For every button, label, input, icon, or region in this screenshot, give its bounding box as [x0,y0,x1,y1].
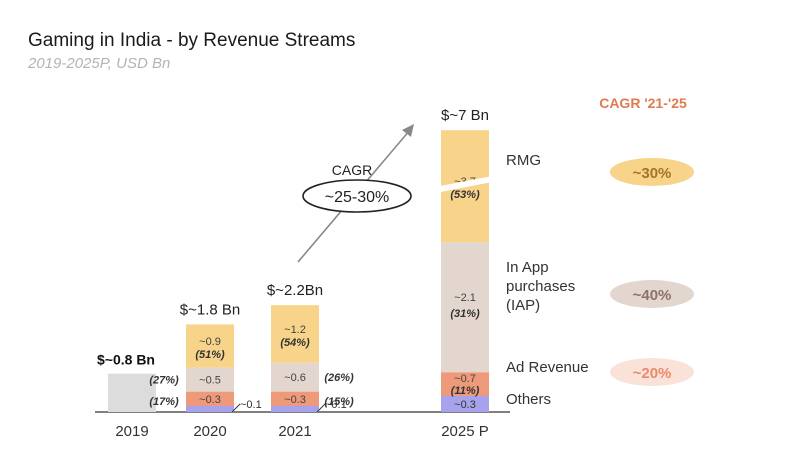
cagr-pill-value: ~40% [633,287,672,304]
bar-segment-ad-2020 [186,391,234,406]
axis-break-mark [439,176,491,193]
bar-segment-others-2025P [441,396,489,412]
bar-segment-ad-2025P [441,372,489,396]
bar-2019-total [108,373,156,412]
bar-segment-in-2025P [441,242,489,373]
data-label-iap: ~2.1 [454,292,476,304]
cagr-pill [610,280,694,308]
cagr-header: CAGR '21-'25 [599,95,687,111]
legend-label: In App [506,259,549,276]
legend-label: RMG [506,152,541,169]
bar-segment-rmg-2021 [271,305,319,363]
bar-segment-in-2020 [186,367,234,392]
share-label-rmg: (53%) [450,189,480,201]
cagr-pill [610,358,694,386]
cagr-pill-value: ~20% [633,365,672,382]
share-label-ad: (17%) [149,396,179,408]
cagr-pill-value: ~30% [633,165,672,182]
data-label-others: ~0.3 [454,399,476,411]
share-label-ad: (15%) [324,396,354,408]
share-label-iap: (26%) [324,372,354,384]
others-callout-line [316,403,326,413]
x-tick-label: 2019 [115,423,148,440]
total-label-2019: $~0.8 Bn [97,352,155,368]
x-tick-label: 2025 P [441,423,489,440]
bar-segment-others-2020 [186,406,234,412]
data-label-ad: ~0.7 [454,373,476,385]
total-label-2020: $~1.8 Bn [180,301,240,318]
total-label-2025P: $~7 Bn [441,107,489,124]
x-tick-label: 2020 [193,423,226,440]
data-label-iap: ~0.6 [284,372,306,384]
chart-title: Gaming in India - by Revenue Streams [28,30,356,51]
data-label-ad: ~0.3 [199,394,221,406]
share-label-ad: (11%) [451,385,480,397]
legend-label: purchases [506,278,575,295]
legend-label: Ad Revenue [506,359,589,376]
x-tick-label: 2021 [278,423,311,440]
bar-segment-others-2021 [271,406,319,412]
share-label-iap: (31%) [450,308,480,320]
data-label-rmg: ~0.9 [199,336,221,348]
cagr-arrow-label: CAGR [332,162,372,178]
data-label-others: ~0.1 [240,399,262,411]
bar-segment-rmg-2020 [186,324,234,368]
cagr-pill [610,158,694,186]
legend-label: (IAP) [506,297,540,314]
bar-segment-ad-2021 [271,391,319,406]
share-label-rmg: (54%) [280,337,310,349]
data-label-ad: ~0.3 [284,394,306,406]
data-label-iap: ~0.5 [199,375,221,387]
legend-label: Others [506,391,551,408]
others-callout-line [231,403,241,413]
cagr-arrow-value: ~25-30% [325,189,390,206]
bar-segment-in-2021 [271,362,319,392]
data-label-rmg: ~1.2 [284,324,306,336]
total-label-2021: $~2.2Bn [267,282,323,299]
share-label-rmg: (51%) [195,349,225,361]
data-label-others: ~0.1 [325,399,347,411]
cagr-ellipse [302,179,412,213]
cagr-arrow-head [402,124,414,137]
chart-subtitle: 2019-2025P, USD Bn [28,55,171,72]
share-label-iap: (27%) [149,375,179,387]
